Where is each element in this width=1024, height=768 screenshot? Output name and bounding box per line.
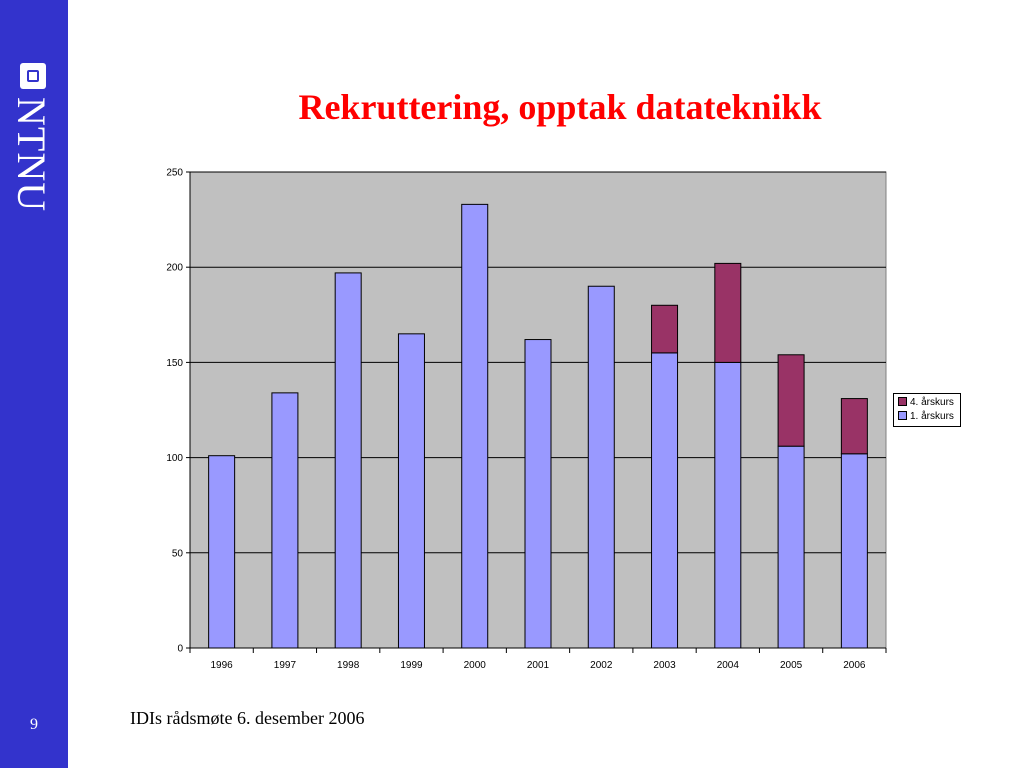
ntnu-logo: NTNU xyxy=(0,55,68,245)
y-tick-label: 250 xyxy=(166,168,183,179)
legend-item-4-arskurs: 4. årskurs xyxy=(898,397,954,409)
bar-2002-series-0 xyxy=(587,285,615,649)
bar-2001-series-0 xyxy=(524,339,552,649)
slide-title: Rekruttering, opptak datateknikk xyxy=(298,87,822,127)
page-number: 9 xyxy=(30,716,38,733)
x-tick-label: 2003 xyxy=(653,660,676,671)
x-axis-ticks: 1996 1997 1998 1999 2000 2001 2002 2003 2004 2005… xyxy=(189,648,887,671)
sidebar: NTNU 9 xyxy=(0,0,68,768)
x-tick-label: 2005 xyxy=(780,660,803,671)
y-axis-ticks: 0 50 100 150 200 250 xyxy=(166,168,190,655)
bar-2003-series-1 xyxy=(651,304,679,354)
ntnu-logo-text: NTNU xyxy=(9,97,54,213)
bar-2004-series-0 xyxy=(714,361,742,649)
legend-item-1-arskurs: 1. årskurs xyxy=(898,411,954,423)
ntnu-logo-icon xyxy=(20,63,46,89)
bar-2006-series-0 xyxy=(840,453,868,649)
y-tick-label: 200 xyxy=(166,263,183,274)
x-tick-label: 2006 xyxy=(843,660,866,671)
bar-2005-series-0 xyxy=(777,445,805,649)
x-tick-label: 2002 xyxy=(590,660,613,671)
legend-label: 4. årskurs xyxy=(910,397,954,408)
bar-2003-series-0 xyxy=(651,352,679,649)
legend-swatch xyxy=(898,397,907,406)
legend-swatch xyxy=(898,411,907,420)
x-tick-label: 1996 xyxy=(211,660,234,671)
bar-1997-series-0 xyxy=(271,392,299,649)
legend-label: 1. årskurs xyxy=(910,411,954,422)
y-tick-label: 100 xyxy=(166,453,183,464)
bar-2005-series-1 xyxy=(777,354,805,447)
bar-2006-series-1 xyxy=(840,398,868,455)
bar-2000-series-0 xyxy=(461,203,489,649)
y-tick-label: 150 xyxy=(166,358,183,369)
footer-text: IDIs rådsmøte 6. desember 2006 xyxy=(130,708,365,728)
bar-1996-series-0 xyxy=(208,455,236,649)
axes xyxy=(189,172,886,649)
y-tick-label: 50 xyxy=(172,548,184,559)
chart-legend: 4. årskurs 1. årskurs xyxy=(893,393,961,427)
bar-chart: 0 50 100 150 200 250 1996 1997 1998 1999 2000 2001… xyxy=(166,168,887,671)
y-tick-label: 0 xyxy=(177,644,183,655)
bar-1999-series-0 xyxy=(397,333,425,649)
bar-1998-series-0 xyxy=(334,272,362,649)
x-tick-label: 1998 xyxy=(337,660,360,671)
x-tick-label: 2000 xyxy=(464,660,487,671)
x-tick-label: 1999 xyxy=(400,660,423,671)
bars xyxy=(208,203,868,649)
x-tick-label: 2001 xyxy=(527,660,550,671)
x-tick-label: 2004 xyxy=(717,660,740,671)
x-tick-label: 1997 xyxy=(274,660,297,671)
bar-2004-series-1 xyxy=(714,262,742,363)
